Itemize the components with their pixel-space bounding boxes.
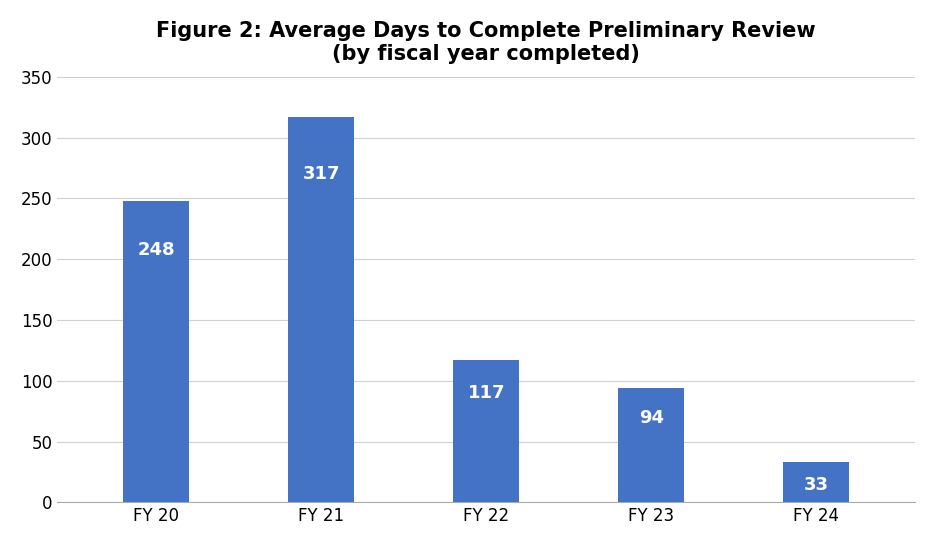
Text: 117: 117 [467, 384, 505, 402]
Bar [783, 462, 849, 502]
Title: Figure 2: Average Days to Complete Preliminary Review
(by fiscal year completed): Figure 2: Average Days to Complete Preli… [156, 21, 816, 64]
Text: 317: 317 [302, 165, 340, 183]
Text: 94: 94 [638, 409, 664, 427]
Bar [124, 201, 189, 502]
Bar [453, 360, 519, 502]
Bar [618, 388, 684, 502]
Text: 248: 248 [138, 241, 175, 259]
Bar [288, 117, 354, 502]
Text: 33: 33 [804, 476, 828, 494]
